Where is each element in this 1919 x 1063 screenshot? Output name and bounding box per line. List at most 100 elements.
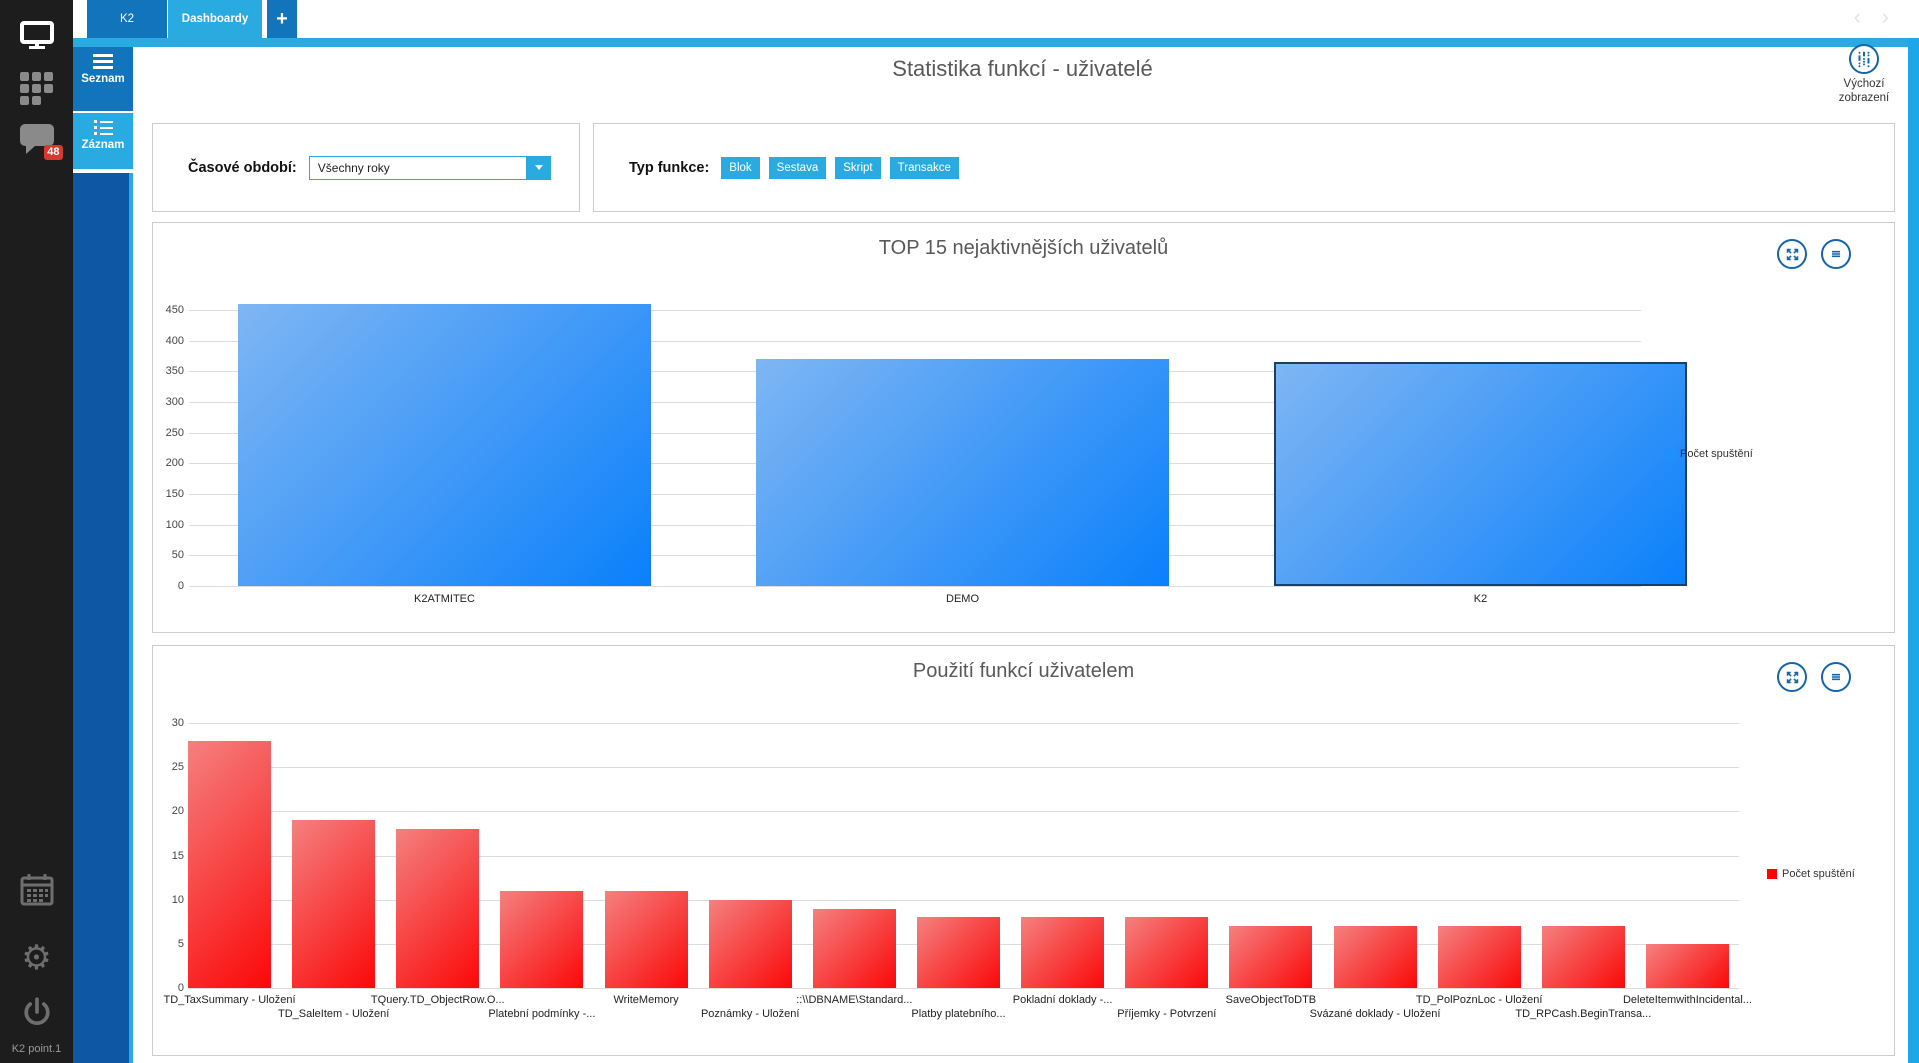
expand-icon[interactable] [1777, 239, 1807, 269]
x-category-label: Pokladní doklady -... [1012, 994, 1113, 1006]
x-category-label: DeleteItemwithIncidental... [1622, 994, 1752, 1006]
accent-strip [73, 38, 1908, 47]
chart-title: TOP 15 nejaktivnějších uživatelů [878, 237, 1169, 259]
messages-icon-button[interactable]: 48 [0, 122, 73, 160]
bar-TQuery.TD_ObjectRow.O...[interactable] [396, 829, 480, 988]
filter-type-blok[interactable]: Blok [721, 156, 760, 179]
calendar-button[interactable] [0, 872, 73, 906]
filter-type-skript[interactable]: Skript [835, 156, 881, 179]
y-tick-label: 15 [171, 849, 184, 862]
power-icon [23, 997, 50, 1026]
apps-grid-icon[interactable] [0, 72, 73, 105]
bar-Příjemky - Potvrzení[interactable] [1125, 917, 1209, 988]
power-button[interactable] [0, 995, 73, 1029]
primary-sidebar: 48 ⚙ K2 point.1 [0, 0, 73, 1063]
period-value[interactable]: Všechny roky [308, 155, 527, 180]
filter-type-transakce[interactable]: Transakce [889, 156, 959, 179]
gridline [189, 767, 1739, 769]
sidebar-item-seznam[interactable]: Seznam [73, 47, 133, 111]
bar-DeleteItemwithIncidental...[interactable] [1645, 943, 1729, 988]
legend-label: Počet spuštění [1782, 868, 1855, 880]
x-category-label: TD_SaleItem - Uložení [277, 1008, 390, 1020]
legend-swatch [1767, 869, 1777, 879]
bar-Pokladní doklady -...[interactable] [1021, 917, 1105, 988]
x-category-label: TQuery.TD_ObjectRow.O... [370, 994, 505, 1006]
right-scrollbar[interactable] [1908, 38, 1919, 1063]
y-tick-label: 350 [165, 365, 184, 378]
chart-legend: Počet spuštění [1767, 868, 1855, 880]
chevron-down-icon [534, 165, 543, 170]
y-tick-label: 0 [177, 982, 184, 994]
y-tick-label: 20 [171, 805, 184, 818]
bar-WriteMemory[interactable] [604, 890, 688, 988]
bar-TD_PolPoznLoc - Uložení[interactable] [1437, 926, 1521, 988]
bar-DEMO[interactable] [756, 359, 1169, 586]
chart-panel-function-usage: Použití funkcí uživatelem 0 5 10 15 20 25 30 TD… [152, 645, 1895, 1056]
bar-Svázané doklady - Uložení[interactable] [1333, 926, 1417, 988]
sidebar-item-zaznam[interactable]: Záznam [73, 113, 133, 171]
dropdown-button[interactable] [526, 155, 551, 180]
bar-::\\DBNAME\Standard...[interactable] [812, 908, 896, 988]
bar-TD_TaxSummary - Uložení[interactable] [188, 740, 271, 988]
bar-Poznámky - Uložení[interactable] [708, 899, 792, 988]
page-title: Statistika funkcí - uživatelé [892, 56, 1153, 81]
y-tick-label: 400 [165, 334, 184, 347]
bar-SaveObjectToDTB[interactable] [1229, 926, 1313, 988]
x-category-label: TD_PolPoznLoc - Uložení [1415, 994, 1543, 1006]
gridline [189, 586, 1641, 587]
period-label: Časové období: [188, 159, 297, 176]
filter-type-sestava[interactable]: Sestava [768, 156, 827, 179]
chart-title: Použití funkcí uživatelem [912, 660, 1135, 682]
y-tick-label: 200 [165, 457, 184, 470]
menu-icon[interactable] [1821, 662, 1851, 692]
chat-icon [19, 124, 54, 154]
x-category-label: WriteMemory [613, 994, 679, 1006]
bar-K2ATMITEC[interactable] [238, 303, 651, 586]
x-category-label: Poznámky - Uložení [700, 1008, 800, 1020]
bar-TD_RPCash.BeginTransa...[interactable] [1541, 926, 1625, 988]
tab-dashboardy[interactable]: Dashboardy [168, 0, 262, 38]
gridline [189, 855, 1739, 857]
gridline [189, 340, 1641, 342]
grid-icon [20, 72, 53, 105]
tab-scroll-right-icon[interactable]: › [1881, 4, 1889, 29]
y-tick-label: 5 [177, 937, 184, 950]
bar-Platby platebního...[interactable] [916, 917, 1000, 988]
y-tick-label: 0 [177, 580, 184, 592]
settings-button[interactable]: ⚙ [0, 941, 73, 975]
y-tick-label: 50 [171, 549, 184, 562]
bar-K2[interactable] [1274, 362, 1687, 586]
desktop-icon[interactable] [0, 20, 73, 50]
x-category-label: TD_TaxSummary - Uložení [163, 994, 296, 1006]
y-tick-label: 30 [171, 717, 184, 729]
bar-TD_SaleItem - Uložení[interactable] [292, 820, 376, 988]
tab-k2[interactable]: K2 [87, 0, 167, 38]
legend-swatch [1665, 449, 1675, 459]
type-buttons: Blok Sestava Skript Transakce [721, 156, 959, 179]
bar-chart-function-usage: 0 5 10 15 20 25 30 TD_TaxSummary - Uložení TD_Sa… [153, 646, 1894, 1055]
chart-panel-top-users: TOP 15 nejaktivnějších uživatelů 0 50 100 1… [152, 222, 1895, 633]
tab-scroll-left-icon[interactable]: ‹ [1853, 4, 1861, 29]
bar-chart-top-users: 0 50 100 150 200 250 300 350 400 450 K2ATMITEC DEMO… [153, 223, 1894, 632]
x-category-label: K2 [1473, 593, 1488, 605]
hamburger-icon [92, 54, 114, 69]
expand-icon[interactable] [1777, 662, 1807, 692]
new-tab-button[interactable]: + [267, 0, 297, 38]
y-tick-label: 100 [165, 518, 184, 531]
x-category-label: ::\\DBNAME\Standard... [796, 994, 913, 1006]
gridline [189, 988, 1739, 989]
menu-icon[interactable] [1821, 239, 1851, 269]
bar-Platební podmínky -...[interactable] [500, 890, 584, 988]
workstation-label: K2 point.1 [11, 1043, 62, 1055]
default-view-button[interactable]: Výchozí zobrazení [1820, 44, 1908, 105]
default-view-label: Výchozí zobrazení [1838, 78, 1890, 104]
x-category-label: Příjemky - Potvrzení [1117, 1008, 1217, 1020]
sidebar-fill [73, 173, 133, 1063]
gear-icon: ⚙ [21, 939, 52, 977]
chart-legend: Počet spuštění [1665, 448, 1753, 460]
calendar-icon [20, 874, 53, 906]
monitor-icon [19, 21, 54, 49]
x-category-label: Platby platebního... [911, 1008, 1006, 1020]
period-dropdown[interactable]: Všechny roky [308, 155, 551, 180]
x-category-label: TD_RPCash.BeginTransa... [1515, 1008, 1652, 1020]
